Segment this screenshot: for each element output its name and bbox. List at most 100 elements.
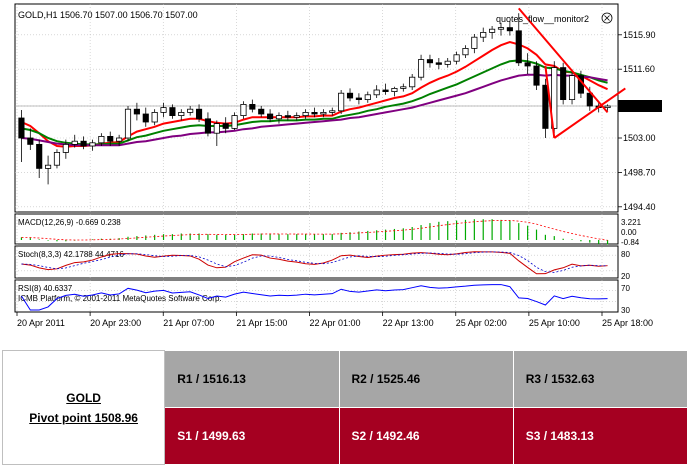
candle-body bbox=[213, 123, 220, 134]
candle-body bbox=[560, 67, 567, 100]
candle-body bbox=[195, 108, 203, 120]
candle-body bbox=[222, 123, 229, 129]
support-3: S3 / 1483.13 bbox=[512, 407, 688, 465]
candle-body bbox=[515, 30, 522, 64]
trendline bbox=[553, 87, 626, 139]
price-tick-label: 1494.40 bbox=[623, 202, 656, 212]
candle-body bbox=[133, 108, 140, 115]
resistance-3: R3 / 1532.63 bbox=[512, 350, 688, 408]
stoch-main-line bbox=[21, 251, 608, 275]
trendline bbox=[544, 65, 556, 139]
candle-body bbox=[391, 88, 398, 93]
time-tick-label: 20 Apr 2011 bbox=[17, 318, 65, 328]
candle-body bbox=[320, 112, 327, 115]
price-tick-label: 1498.70 bbox=[623, 167, 656, 177]
candle-body bbox=[178, 112, 185, 117]
candle-body bbox=[240, 104, 247, 117]
candle-body bbox=[71, 140, 78, 145]
candle-body bbox=[480, 32, 487, 38]
candle-body bbox=[346, 92, 354, 99]
subpanel-label: Stoch(8,3,3) 42.1788 44.4716 bbox=[18, 250, 124, 259]
candle-body bbox=[36, 143, 43, 169]
candle-body bbox=[329, 110, 336, 113]
candle-body bbox=[151, 112, 158, 123]
candle-body bbox=[284, 115, 291, 118]
candle-body bbox=[382, 89, 389, 93]
candle-body bbox=[364, 94, 371, 101]
subpanel-label: MACD(12,26,9) -0.669 0.238 bbox=[18, 218, 121, 227]
candle-body bbox=[489, 28, 496, 33]
candle-body bbox=[89, 142, 96, 147]
candle-body bbox=[418, 59, 425, 78]
candle-body bbox=[45, 164, 52, 169]
candle-body bbox=[542, 84, 549, 129]
stoch-pane-frame bbox=[14, 245, 619, 279]
macd-signal-line bbox=[21, 220, 608, 241]
candle-body bbox=[258, 108, 265, 115]
time-tick-label: 25 Apr 10:00 bbox=[529, 318, 580, 328]
candle-body bbox=[18, 117, 25, 139]
indicator-label: quotes_flow__monitor2 bbox=[496, 14, 589, 24]
time-tick-label: 20 Apr 23:00 bbox=[90, 318, 141, 328]
candle-body bbox=[524, 62, 531, 67]
candle-body bbox=[462, 48, 469, 56]
candle-body bbox=[497, 27, 505, 30]
candle-body bbox=[275, 115, 283, 120]
candle-body bbox=[533, 65, 540, 86]
subpanel-label: RSI(8) 40.6337 bbox=[18, 284, 73, 293]
time-tick-label: 25 Apr 02:00 bbox=[456, 318, 507, 328]
price-tick-label: 1511.60 bbox=[623, 64, 655, 74]
resistance-2: R2 / 1525.46 bbox=[338, 350, 514, 408]
current-price-box bbox=[618, 100, 662, 112]
chart-header: GOLD,H1 1506.70 1507.00 1506.70 1507.00 bbox=[18, 10, 198, 20]
time-tick-label: 25 Apr 18:00 bbox=[602, 318, 653, 328]
candle-body bbox=[400, 86, 407, 89]
candle-body bbox=[27, 137, 34, 145]
rsi-line bbox=[21, 284, 608, 311]
candle-body bbox=[116, 137, 123, 142]
close-icon[interactable] bbox=[601, 12, 613, 24]
candle-body bbox=[62, 143, 69, 153]
pivot-symbol: GOLD bbox=[66, 390, 101, 405]
candle-body bbox=[204, 118, 211, 134]
candle-body bbox=[80, 140, 87, 147]
time-tick-label: 22 Apr 13:00 bbox=[383, 318, 434, 328]
subpanel-tick-label: -0.84 bbox=[621, 238, 640, 247]
candle-body bbox=[249, 104, 256, 110]
candle-body bbox=[231, 115, 238, 129]
candle-body bbox=[53, 151, 61, 166]
candle-body bbox=[453, 54, 460, 62]
candle-body bbox=[586, 92, 593, 107]
price-chart: MACD(12,26,9) -0.669 0.238 Stoch(8,3,3) 4… bbox=[14, 3, 662, 328]
candle-body bbox=[444, 60, 451, 65]
candle-body bbox=[169, 107, 176, 116]
support-1: S1 / 1499.63 bbox=[164, 407, 340, 465]
subpanel-watermark: ICMB Platform, © 2001-2011 MetaQuotes So… bbox=[18, 294, 222, 303]
candle-body bbox=[311, 112, 318, 115]
candle-body bbox=[435, 62, 442, 65]
time-tick-label: 22 Apr 01:00 bbox=[310, 318, 361, 328]
pivot-table: GOLD Pivot point 1508.96 R1 / 1516.13 R2… bbox=[1, 350, 688, 465]
candle-body bbox=[409, 76, 416, 88]
candle-body bbox=[551, 67, 558, 129]
chart-svg: MACD(12,26,9) -0.669 0.238 Stoch(8,3,3) 4… bbox=[14, 3, 662, 328]
current-price-label: 1507.00 bbox=[621, 101, 654, 111]
subpanel-tick-label: 70 bbox=[621, 284, 630, 293]
candle-body bbox=[338, 92, 345, 112]
pivot-point: Pivot point 1508.96 bbox=[29, 410, 138, 425]
time-tick-label: 21 Apr 07:00 bbox=[163, 318, 214, 328]
candle-body bbox=[426, 59, 434, 64]
subpanel-tick-label: 30 bbox=[621, 306, 630, 315]
candle-body bbox=[187, 108, 194, 113]
candle-body bbox=[604, 105, 611, 109]
candle-body bbox=[107, 135, 114, 142]
main-pane-frame bbox=[14, 3, 619, 213]
candle-body bbox=[355, 97, 362, 101]
candle-body bbox=[142, 113, 149, 123]
resistance-1: R1 / 1516.13 bbox=[164, 350, 340, 408]
subpanel-tick-label: 0.00 bbox=[621, 228, 637, 237]
candle-body bbox=[506, 27, 513, 32]
candle-body bbox=[302, 112, 309, 117]
trendline bbox=[517, 7, 609, 114]
subpanel-tick-label: 80 bbox=[621, 250, 630, 259]
